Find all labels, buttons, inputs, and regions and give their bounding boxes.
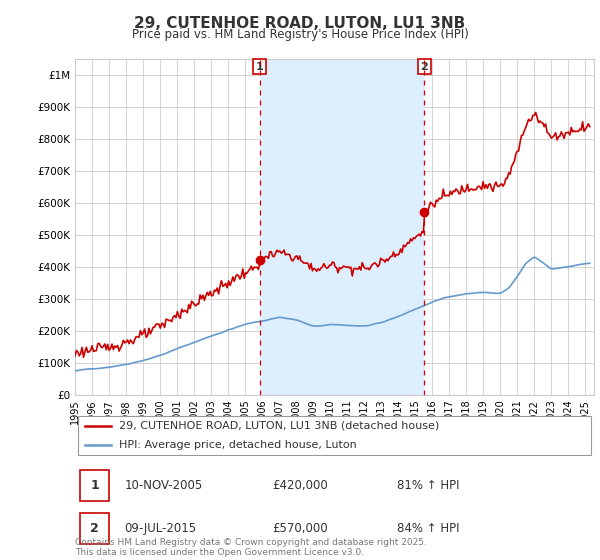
- Text: Price paid vs. HM Land Registry's House Price Index (HPI): Price paid vs. HM Land Registry's House …: [131, 28, 469, 41]
- Text: 09-JUL-2015: 09-JUL-2015: [124, 522, 196, 535]
- Text: 81% ↑ HPI: 81% ↑ HPI: [397, 479, 459, 492]
- FancyBboxPatch shape: [77, 416, 592, 455]
- Bar: [260, 59, 424, 395]
- Text: 2: 2: [91, 522, 99, 535]
- Text: £570,000: £570,000: [272, 522, 328, 535]
- Text: £420,000: £420,000: [272, 479, 328, 492]
- Text: HPI: Average price, detached house, Luton: HPI: Average price, detached house, Luto…: [119, 440, 357, 450]
- Text: Contains HM Land Registry data © Crown copyright and database right 2025.
This d: Contains HM Land Registry data © Crown c…: [75, 538, 427, 557]
- Text: 1: 1: [256, 62, 263, 72]
- Text: 10-NOV-2005: 10-NOV-2005: [124, 479, 203, 492]
- FancyBboxPatch shape: [80, 470, 109, 501]
- Text: 29, CUTENHOE ROAD, LUTON, LU1 3NB (detached house): 29, CUTENHOE ROAD, LUTON, LU1 3NB (detac…: [119, 421, 439, 431]
- Text: 2: 2: [421, 62, 428, 72]
- Text: 29, CUTENHOE ROAD, LUTON, LU1 3NB: 29, CUTENHOE ROAD, LUTON, LU1 3NB: [134, 16, 466, 31]
- FancyBboxPatch shape: [80, 513, 109, 544]
- Text: 84% ↑ HPI: 84% ↑ HPI: [397, 522, 459, 535]
- Text: 1: 1: [91, 479, 99, 492]
